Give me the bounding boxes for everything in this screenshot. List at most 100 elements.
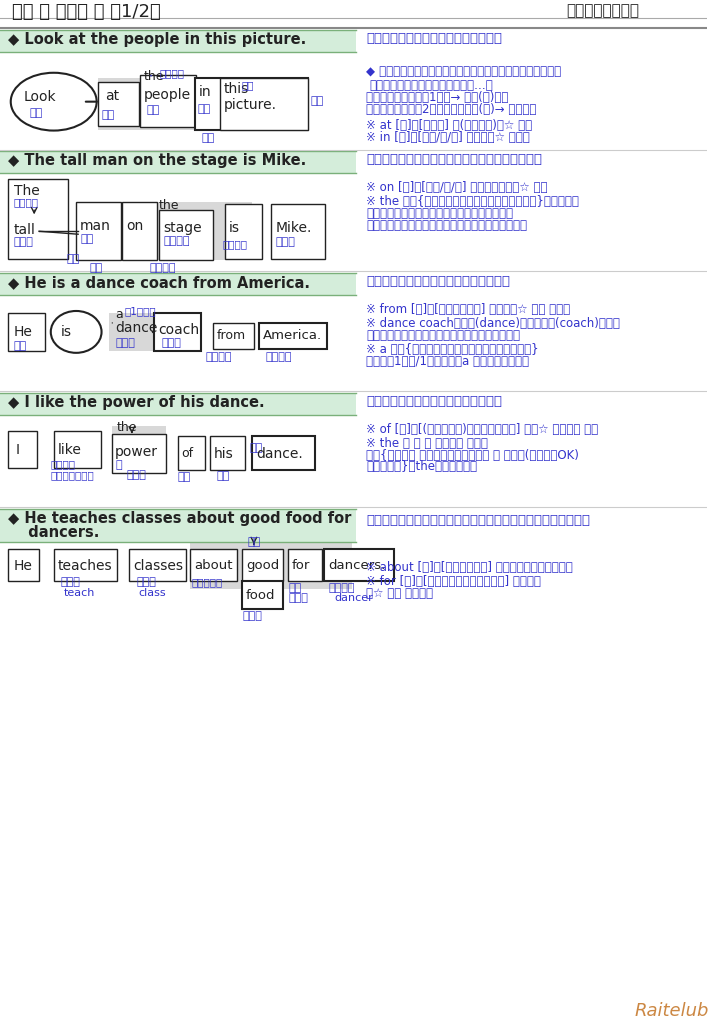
FancyBboxPatch shape [154,313,201,351]
Text: ステージ: ステージ [149,263,176,273]
FancyBboxPatch shape [190,542,352,589]
Text: 私は彼のダンスの力強さが好きです。: 私は彼のダンスの力強さが好きです。 [366,394,502,408]
Text: I: I [16,442,20,457]
Ellipse shape [11,73,97,131]
FancyBboxPatch shape [76,203,252,260]
Text: the: the [159,200,180,212]
Text: ～の: ～の [216,471,230,481]
Text: 彼は: 彼は [14,341,27,351]
Text: ◆ Look at the people in this picture.: ◆ Look at the people in this picture. [8,32,306,47]
Text: dance.: dance. [256,446,303,461]
FancyBboxPatch shape [0,30,356,52]
Text: ※ for [　]：[意図する受取先・利用者] のための: ※ for [ ]：[意図する受取先・利用者] のための [366,575,541,588]
Text: stage: stage [163,221,202,236]
FancyBboxPatch shape [0,152,356,173]
FancyBboxPatch shape [109,313,190,351]
FancyBboxPatch shape [0,509,356,543]
Text: ～出身の: ～出身の [205,352,232,361]
Text: ※ in [　]：[場所/人/物] の中の　☆ ～の中: ※ in [ ]：[場所/人/物] の中の ☆ ～の中 [366,131,530,143]
Text: 「いつの・どこの・どのような…」: 「いつの・どこの・どのような…」 [369,79,493,92]
FancyBboxPatch shape [242,549,283,581]
Text: 彼はダンサーによい食べ物についてのクラスを教えています。: 彼はダンサーによい食べ物についてのクラスを教えています。 [366,514,590,527]
Text: マイク: マイク [275,238,295,247]
Text: クラス: クラス [137,578,156,587]
Text: よい: よい [247,538,261,547]
Text: ※ the ＋ ～ ＋ 前置詞句 など：: ※ the ＋ ～ ＋ 前置詞句 など： [366,436,488,450]
Text: man: man [80,219,111,233]
Text: ＊：　形容詞や分詞1単語→ 名詞(句)の前: ＊： 形容詞や分詞1単語→ 名詞(句)の前 [366,91,508,103]
Text: その名詞を修飾することもある: その名詞を修飾することもある [366,329,520,342]
Text: この写真の中の人々を見てください。: この写真の中の人々を見てください。 [366,32,502,45]
Text: ※ the ～：{既知・特定の＊人・物に言及する時}（その）～: ※ the ～：{既知・特定の＊人・物に言及する時}（その）～ [366,196,579,208]
FancyBboxPatch shape [224,205,261,259]
Text: ※ dance coach：名詞(dance)が他の名詞(coach)の前で: ※ dance coach：名詞(dance)が他の名詞(coach)の前で [366,317,620,330]
Text: 力: 力 [115,461,122,470]
Text: する時}（theは訳さず）～: する時}（theは訳さず）～ [366,461,477,473]
Text: ◆ He teaches classes about good food for: ◆ He teaches classes about good food for [8,511,351,526]
FancyBboxPatch shape [272,205,325,259]
Text: is: is [61,325,72,339]
Text: America.: America. [263,329,321,342]
FancyBboxPatch shape [190,549,237,581]
Text: ※ from [　]：[出身地・出所] からの　☆ 起点 ～から: ※ from [ ]：[出身地・出所] からの ☆ 起点 ～から [366,303,571,316]
Text: 上の: 上の [90,263,103,273]
FancyBboxPatch shape [0,273,356,295]
FancyBboxPatch shape [122,203,157,260]
FancyBboxPatch shape [288,549,322,581]
FancyBboxPatch shape [8,179,68,259]
Text: about: about [194,559,233,572]
FancyBboxPatch shape [258,323,327,349]
Text: ◆ The tall man on the stage is Mike.: ◆ The tall man on the stage is Mike. [8,154,306,169]
Text: of: of [182,446,194,460]
FancyBboxPatch shape [242,581,283,609]
Text: 力強さ: 力強さ [127,470,147,480]
FancyBboxPatch shape [0,392,356,415]
Text: his: his [214,446,234,461]
Text: in: in [199,85,212,98]
Text: ※ about [　]：[関連する対象] についての、に関しての: ※ about [ ]：[関連する対象] についての、に関しての [366,561,573,574]
FancyBboxPatch shape [54,430,101,468]
FancyBboxPatch shape [195,78,308,130]
Text: picture.: picture. [224,97,277,112]
Text: ☆ 方向 ～のため: ☆ 方向 ～のため [366,587,433,600]
Text: （1人の）: （1人の） [125,306,156,316]
Text: dancer: dancer [334,593,373,603]
Text: 教える: 教える [61,578,80,587]
Text: （その）: （その） [159,68,184,78]
Text: ～について: ～について [191,578,223,587]
FancyBboxPatch shape [54,549,117,581]
Text: この: この [241,80,253,90]
Text: {前置詞句 などで修飾して特定の ～ に言及(初出でもOK): {前置詞句 などで修飾して特定の ～ に言及(初出でもOK) [366,449,579,462]
Text: 基礎（修飾など）: 基礎（修飾など） [566,3,639,18]
FancyBboxPatch shape [98,82,139,126]
Text: classes: classes [132,559,182,573]
Text: 男性: 男性 [80,234,93,245]
Text: people: people [143,88,190,101]
Text: コーチ: コーチ [161,338,181,348]
Text: He: He [14,325,33,339]
Text: ◆ 名詞への追加説明（修飾）　＜名詞の前か後ろ＊に置く＞: ◆ 名詞への追加説明（修飾） ＜名詞の前か後ろ＊に置く＞ [366,65,561,78]
Text: this: this [224,82,249,95]
FancyBboxPatch shape [159,210,213,260]
Text: ～を好む: ～を好む [51,460,76,469]
Text: （その）: （その） [14,198,38,207]
Text: 彼の: 彼の [249,442,262,453]
Text: 修飾 － 名詞を － （1/2）: 修飾 － 名詞を － （1/2） [12,3,161,20]
Ellipse shape [51,311,101,353]
Text: （1人の/1つの）～　a はふつう訳さない: （1人の/1つの）～ a はふつう訳さない [366,355,529,368]
FancyBboxPatch shape [112,426,166,473]
Text: 写真: 写真 [311,95,324,105]
Text: The: The [14,184,39,199]
Text: ための: ための [288,593,308,603]
Text: dancers.: dancers. [17,525,99,541]
Text: 人々: 人々 [146,104,160,115]
Text: ～の: ～の [197,103,211,114]
Text: Mike.: Mike. [275,221,312,236]
FancyBboxPatch shape [76,203,121,260]
Text: ～の: ～の [67,254,80,264]
Text: 中の: 中の [201,132,214,142]
FancyBboxPatch shape [252,435,316,470]
Text: coach: coach [158,323,199,337]
FancyBboxPatch shape [324,549,395,581]
Text: ～を: ～を [101,110,115,120]
